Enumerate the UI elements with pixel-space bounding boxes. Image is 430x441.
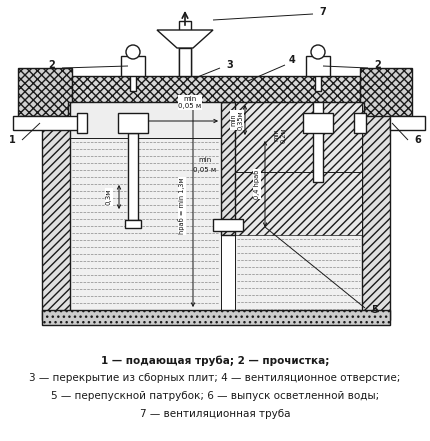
Text: 6: 6: [415, 135, 421, 145]
Bar: [70, 138, 221, 310]
Bar: [128, 133, 138, 220]
Bar: [70, 76, 362, 102]
Bar: [303, 113, 333, 133]
Text: min
0,2м: min 0,2м: [273, 127, 286, 143]
Bar: [77, 113, 87, 133]
Bar: [362, 88, 390, 320]
Text: 1 — подающая труба; 2 — прочистка;: 1 — подающая труба; 2 — прочистка;: [101, 355, 329, 366]
Bar: [179, 48, 191, 76]
Circle shape: [126, 45, 140, 59]
Bar: [306, 56, 330, 76]
Bar: [213, 219, 243, 231]
Text: 5: 5: [372, 305, 378, 315]
Bar: [235, 172, 362, 310]
Text: 5 — перепускной патрубок; 6 — выпуск осветленной воды;: 5 — перепускной патрубок; 6 — выпуск осв…: [51, 391, 379, 401]
Text: 0,05 м: 0,05 м: [194, 167, 217, 173]
Bar: [42, 310, 390, 325]
Bar: [130, 56, 136, 91]
Polygon shape: [18, 68, 72, 116]
Circle shape: [311, 45, 325, 59]
Bar: [179, 21, 191, 76]
Text: min: min: [198, 157, 212, 163]
Text: min
0,05 м: min 0,05 м: [178, 96, 202, 109]
Bar: [315, 56, 321, 91]
Bar: [390, 116, 425, 130]
Text: 7: 7: [319, 7, 326, 17]
Text: 2: 2: [49, 60, 55, 70]
Text: hраб = min 1,3м: hраб = min 1,3м: [178, 178, 185, 234]
Text: 2: 2: [375, 60, 381, 70]
Bar: [42, 88, 70, 320]
Bar: [313, 102, 323, 182]
Bar: [125, 220, 141, 228]
Text: 3 — перекрытие из сборных плит; 4 — вентиляционное отверстие;: 3 — перекрытие из сборных плит; 4 — вент…: [29, 373, 401, 383]
Polygon shape: [157, 30, 213, 48]
Bar: [118, 113, 148, 133]
Bar: [13, 116, 85, 130]
Bar: [235, 102, 362, 235]
Bar: [121, 56, 145, 76]
Polygon shape: [360, 68, 412, 116]
Bar: [70, 102, 221, 138]
Text: 0,4 hраб: 0,4 hраб: [254, 169, 261, 199]
Text: 3: 3: [227, 60, 233, 70]
Text: 1: 1: [9, 135, 15, 145]
Text: min
0,35м: min 0,35м: [230, 110, 243, 130]
Bar: [221, 102, 235, 235]
Bar: [354, 113, 366, 133]
Text: 4: 4: [289, 55, 295, 65]
Text: 7 — вентиляционная труба: 7 — вентиляционная труба: [140, 409, 290, 419]
Text: 0,3м: 0,3м: [106, 189, 112, 205]
